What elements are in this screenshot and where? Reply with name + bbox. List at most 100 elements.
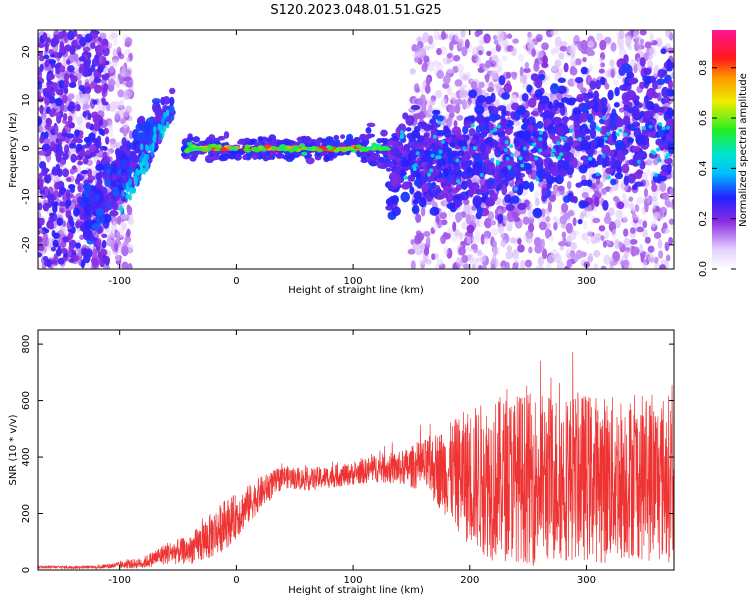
- spectrogram-blob: [440, 219, 448, 226]
- spectrogram-blob: [39, 189, 46, 195]
- spectrogram-blob: [551, 166, 559, 177]
- spectrogram-blob: [38, 43, 45, 48]
- spectrogram-blob: [428, 105, 434, 116]
- spectrogram-blob: [44, 138, 51, 145]
- spectrogram-blob: [38, 143, 42, 149]
- spectrogram-blob: [50, 246, 56, 252]
- spectrogram-blob: [413, 163, 418, 168]
- spectrogram-y-tick-label: 20: [21, 45, 32, 58]
- spectrogram-blob: [390, 176, 397, 187]
- spectrogram-blob: [48, 59, 57, 65]
- spectrogram-blob: [67, 65, 75, 73]
- spectrogram-blob: [88, 144, 97, 153]
- spectrogram-blob: [423, 247, 430, 256]
- spectrogram-blob: [557, 85, 567, 94]
- spectrogram-blob: [466, 236, 472, 245]
- spectrogram-blob: [462, 198, 470, 206]
- spectrogram-blob: [443, 185, 450, 194]
- spectrogram-blob: [68, 82, 77, 89]
- spectrogram-blob: [604, 230, 610, 240]
- spectrogram-blob: [446, 202, 456, 210]
- spectrogram-blob: [486, 161, 496, 172]
- spectrogram-blob: [448, 112, 455, 119]
- spectrogram-blob: [102, 46, 110, 57]
- spectrogram-blob: [584, 128, 591, 134]
- spectrogram-blob: [532, 208, 542, 217]
- spectrogram-blob: [580, 139, 590, 151]
- spectrogram-blob: [633, 30, 639, 40]
- spectrogram-blob: [590, 139, 597, 150]
- spectrogram-blob: [280, 144, 286, 149]
- spectrogram-blob: [570, 52, 576, 59]
- spectrogram-blob: [234, 153, 241, 161]
- spectrogram-blob: [607, 133, 613, 145]
- spectrogram-blob: [123, 76, 132, 82]
- spectrogram-blob: [566, 258, 573, 268]
- spectrogram-blob: [107, 194, 113, 206]
- spectrogram-blob: [70, 153, 77, 163]
- spectrogram-blob: [511, 211, 519, 219]
- spectrogram-blob: [409, 68, 416, 75]
- spectrogram-heat-layer: [38, 30, 674, 269]
- spectrogram-blob: [550, 48, 556, 56]
- spectrogram-blob: [668, 218, 674, 225]
- spectrogram-blob: [600, 265, 607, 269]
- spectrogram-blob: [587, 40, 595, 48]
- spectrogram-blob: [243, 137, 251, 143]
- spectrogram-blob: [485, 74, 490, 83]
- spectrogram-blob: [444, 178, 453, 185]
- spectrogram-blob: [522, 118, 530, 124]
- spectrogram-blob: [412, 198, 419, 205]
- spectrogram-blob: [623, 237, 631, 247]
- spectrogram-blob: [507, 165, 512, 170]
- spectrogram-blob: [420, 154, 428, 163]
- spectrogram-blob: [654, 263, 661, 269]
- spectrogram-blob: [265, 155, 273, 161]
- spectrogram-blob: [665, 254, 671, 262]
- spectrogram-blob: [572, 217, 577, 227]
- spectrogram-blob: [38, 118, 43, 123]
- spectrogram-blob: [122, 128, 128, 137]
- spectrogram-blob: [471, 263, 476, 269]
- spectrogram-blob: [610, 178, 617, 186]
- spectrogram-blob: [455, 158, 460, 163]
- spectrogram-blob: [127, 263, 133, 269]
- spectrogram-blob: [534, 156, 539, 161]
- spectrogram-blob: [97, 66, 104, 73]
- spectrogram-blob: [430, 127, 438, 137]
- spectrogram-blob: [93, 187, 102, 195]
- spectrogram-blob: [632, 214, 640, 221]
- spectrogram-blob: [647, 156, 654, 166]
- spectrogram-blob: [454, 32, 460, 42]
- spectrogram-blob: [612, 79, 619, 86]
- spectrogram-blob: [545, 228, 550, 239]
- spectrogram-blob: [551, 148, 556, 153]
- spectrogram-blob: [44, 174, 52, 184]
- spectrogram-blob: [494, 146, 502, 158]
- spectrogram-blob: [520, 163, 525, 168]
- spectrogram-blob: [658, 143, 665, 151]
- spectrogram-blob: [48, 212, 55, 217]
- spectrogram-blob: [603, 254, 611, 265]
- spectrogram-blob: [561, 202, 569, 213]
- spectrogram-blob: [559, 40, 568, 48]
- spectrogram-blob: [60, 240, 67, 249]
- spectrogram-blob: [534, 244, 543, 254]
- spectrogram-blob: [104, 205, 110, 213]
- colorbar-tick-label: 0.8: [698, 60, 709, 76]
- spectrogram-blob: [126, 228, 131, 237]
- spectrogram-blob: [169, 96, 175, 106]
- spectrogram-blob: [464, 39, 470, 49]
- spectrogram-blob: [87, 168, 93, 178]
- spectrogram-blob: [108, 34, 114, 41]
- spectrogram-blob: [557, 185, 565, 192]
- spectrogram-blob: [531, 48, 536, 58]
- spectrogram-blob: [437, 157, 447, 168]
- spectrogram-blob: [410, 238, 415, 245]
- spectrogram-blob: [96, 44, 102, 54]
- spectrogram-blob: [89, 41, 96, 50]
- spectrogram-blob: [535, 177, 540, 182]
- spectrogram-blob: [68, 215, 74, 226]
- spectrogram-blob: [557, 155, 561, 160]
- spectrogram-blob: [211, 154, 217, 161]
